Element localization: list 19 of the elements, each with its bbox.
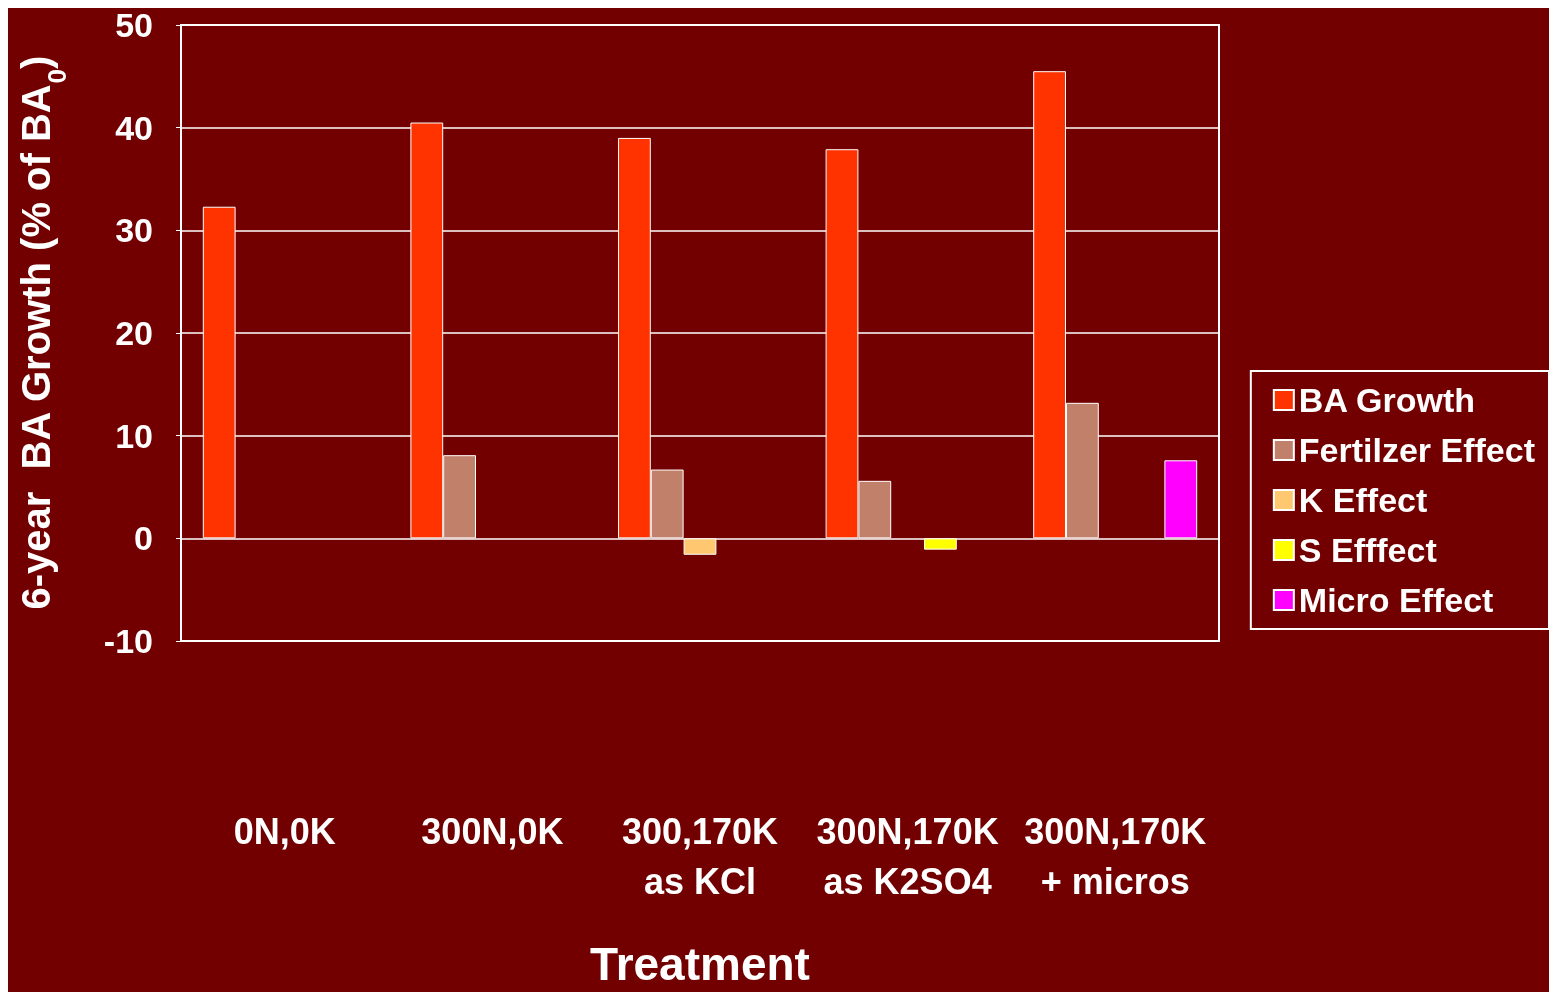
y-tick-label: 40: [115, 108, 153, 147]
legend-label: K Effect: [1298, 481, 1428, 519]
legend-label: S Efffect: [1298, 531, 1437, 569]
y-tick-label: 0: [134, 519, 153, 558]
legend-label: Fertilzer Effect: [1298, 431, 1536, 469]
y-tick-label: 50: [115, 6, 153, 44]
x-tick-label: 0N,0K: [233, 810, 336, 852]
x-tick-label: 300N,170K as K2SO4: [816, 810, 999, 902]
x-tick-label: 300N,170K + micros: [1024, 810, 1207, 902]
x-axis-title: Treatment: [590, 938, 810, 990]
legend-label: BA Growth: [1298, 381, 1476, 419]
y-tick-label: -10: [103, 622, 153, 660]
y-tick-label: 20: [115, 314, 153, 352]
x-tick-label: 300N,0K: [421, 810, 564, 852]
y-axis-title: 6-year BA Growth (% of BA0): [14, 55, 72, 610]
legend-label: Micro Effect: [1298, 581, 1494, 619]
y-tick-label: 30: [115, 211, 153, 250]
x-tick-label: 300,170K as KCl: [621, 810, 779, 902]
y-tick-label: 10: [115, 416, 153, 455]
